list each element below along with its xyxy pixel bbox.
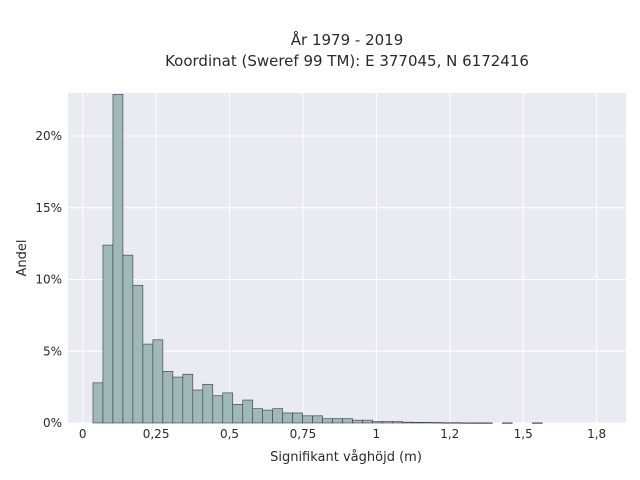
histogram-bar xyxy=(482,422,493,424)
x-tick-label: 1,2 xyxy=(440,427,459,441)
histogram-bar xyxy=(392,421,403,424)
x-axis-label: Signifikant våghöjd (m) xyxy=(270,450,422,465)
histogram-bar xyxy=(442,422,453,424)
histogram-bar xyxy=(202,383,214,424)
y-axis-label: Andel xyxy=(15,240,30,277)
histogram-bar xyxy=(242,399,254,424)
histogram-bar xyxy=(142,343,154,424)
x-tick-label: 1,8 xyxy=(587,427,606,441)
x-tick-label: 0,5 xyxy=(220,427,239,441)
histogram-bar xyxy=(182,373,194,424)
histogram-bar xyxy=(502,422,513,424)
histogram-bar xyxy=(152,339,164,424)
y-axis-ticks: 0% 5% 10% 15% 20% xyxy=(35,129,62,430)
histogram-bar xyxy=(132,284,144,424)
histogram-bar xyxy=(192,389,204,424)
histogram-bar xyxy=(422,422,433,424)
y-tick-label: 20% xyxy=(35,129,62,143)
chart-title-line1: År 1979 - 2019 xyxy=(291,30,404,49)
y-tick-label: 10% xyxy=(35,273,62,287)
histogram-bar xyxy=(272,408,283,424)
histogram-bar xyxy=(312,415,323,424)
histogram-bar xyxy=(362,419,373,424)
histogram-bar xyxy=(282,412,293,424)
x-tick-label: 0,25 xyxy=(143,427,170,441)
histogram-bar xyxy=(292,412,303,424)
histogram-bar xyxy=(332,418,343,424)
histogram-bar xyxy=(352,419,363,424)
histogram-bar xyxy=(342,418,353,424)
x-tick-label: 0,75 xyxy=(290,427,317,441)
histogram-bar xyxy=(322,418,333,424)
y-tick-label: 5% xyxy=(43,344,62,358)
x-tick-label: 0 xyxy=(79,427,87,441)
x-axis-ticks: 0 0,25 0,5 0,75 1 1,2 1,5 1,8 xyxy=(79,427,606,441)
histogram-bar xyxy=(252,408,264,424)
histogram-bar xyxy=(92,382,104,424)
histogram-bar xyxy=(382,421,393,424)
histogram-bar xyxy=(462,422,473,424)
histogram-bar xyxy=(122,254,134,424)
histogram-bar xyxy=(232,404,244,424)
histogram-bar xyxy=(162,371,174,424)
x-tick-label: 1 xyxy=(373,427,381,441)
histogram-bar xyxy=(452,422,463,424)
histogram-bar xyxy=(472,422,483,424)
histogram-bar xyxy=(112,94,124,424)
histogram-bars xyxy=(92,94,543,424)
chart-title-line2: Koordinat (Sweref 99 TM): E 377045, N 61… xyxy=(165,52,529,70)
x-tick-label: 1,5 xyxy=(514,427,533,441)
histogram-bar xyxy=(212,395,224,424)
histogram-bar xyxy=(532,422,543,424)
histogram-bar xyxy=(222,392,234,424)
histogram-bar xyxy=(172,376,184,424)
histogram-bar xyxy=(372,421,383,424)
histogram-bar xyxy=(262,409,273,424)
y-tick-label: 0% xyxy=(43,416,62,430)
histogram-bar xyxy=(432,422,443,424)
histogram-bar xyxy=(412,421,423,424)
histogram-bar xyxy=(302,415,313,424)
histogram-bar xyxy=(102,244,114,424)
y-tick-label: 15% xyxy=(35,201,62,215)
histogram-bar xyxy=(402,421,413,424)
